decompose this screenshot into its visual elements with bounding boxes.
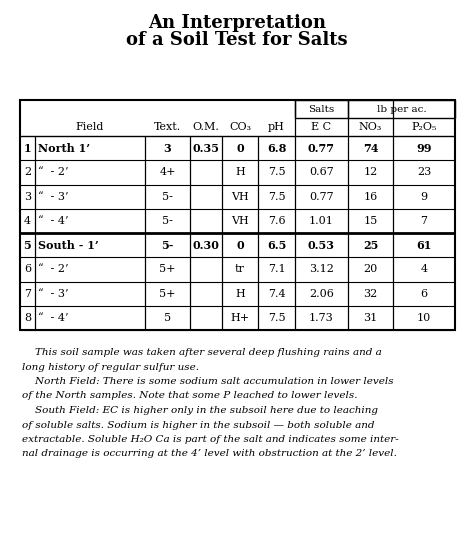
Text: South - 1’: South - 1’	[38, 240, 99, 251]
Text: “  - 4’: “ - 4’	[38, 313, 69, 323]
Text: 3: 3	[24, 192, 31, 202]
Text: “  - 4’: “ - 4’	[38, 216, 69, 226]
Text: 2: 2	[24, 167, 31, 177]
Text: North Field: There is some sodium salt accumulation in lower levels: North Field: There is some sodium salt a…	[22, 377, 393, 386]
Text: 25: 25	[363, 240, 378, 251]
Text: 8: 8	[24, 313, 31, 323]
Text: tr: tr	[235, 264, 245, 274]
Text: “  - 2’: “ - 2’	[38, 264, 69, 274]
Text: 1.01: 1.01	[309, 216, 334, 226]
Text: 12: 12	[364, 167, 378, 177]
Text: 7.1: 7.1	[268, 264, 285, 274]
Text: 5: 5	[164, 313, 171, 323]
Text: of a Soil Test for Salts: of a Soil Test for Salts	[126, 31, 348, 49]
Text: nal drainage is occurring at the 4’ level with obstruction at the 2’ level.: nal drainage is occurring at the 4’ leve…	[22, 450, 397, 458]
Text: H: H	[235, 167, 245, 177]
Text: 0.35: 0.35	[192, 143, 219, 154]
Text: 10: 10	[417, 313, 431, 323]
Bar	[295, 100, 455, 118]
Text: North 1’: North 1’	[38, 143, 90, 154]
Text: extractable. Soluble H₂O Ca is part of the salt and indicates some inter-: extractable. Soluble H₂O Ca is part of t…	[22, 435, 399, 444]
Text: 4: 4	[420, 264, 428, 274]
Text: “  - 2’: “ - 2’	[38, 167, 69, 177]
Text: This soil sample was taken after several deep flushing rains and a: This soil sample was taken after several…	[22, 348, 382, 357]
Text: 7.4: 7.4	[268, 288, 285, 299]
Text: 0.77: 0.77	[309, 192, 334, 202]
Text: 5-: 5-	[162, 216, 173, 226]
Text: 4: 4	[24, 216, 31, 226]
Text: An Interpretation: An Interpretation	[148, 14, 326, 32]
Text: 7.5: 7.5	[268, 192, 285, 202]
Text: 7: 7	[420, 216, 428, 226]
Text: 23: 23	[417, 167, 431, 177]
Text: H: H	[235, 288, 245, 299]
Text: long history of regular sulfur use.: long history of regular sulfur use.	[22, 362, 199, 371]
Text: 7: 7	[24, 288, 31, 299]
Text: 6: 6	[420, 288, 428, 299]
Text: 5+: 5+	[159, 288, 176, 299]
Text: 5-: 5-	[162, 192, 173, 202]
Text: 31: 31	[364, 313, 378, 323]
Text: South Field: EC is higher only in the subsoil here due to leaching: South Field: EC is higher only in the su…	[22, 406, 378, 415]
Text: P₂O₅: P₂O₅	[411, 122, 437, 132]
Text: of soluble salts. Sodium is higher in the subsoil — both soluble and: of soluble salts. Sodium is higher in th…	[22, 421, 374, 429]
Text: Text.: Text.	[154, 122, 181, 132]
Text: 74: 74	[363, 143, 378, 154]
Text: O.M.: O.M.	[192, 122, 219, 132]
Text: lb per ac.: lb per ac.	[377, 105, 426, 114]
Text: 0.53: 0.53	[308, 240, 335, 251]
Text: NO₃: NO₃	[359, 122, 382, 132]
Text: 5: 5	[24, 240, 31, 251]
Text: 5+: 5+	[159, 264, 176, 274]
Text: 6: 6	[24, 264, 31, 274]
Text: 0.30: 0.30	[192, 240, 219, 251]
Text: VH: VH	[231, 216, 249, 226]
Text: 0.77: 0.77	[308, 143, 335, 154]
Text: pH: pH	[268, 122, 285, 132]
Text: 0: 0	[236, 143, 244, 154]
Text: 3: 3	[164, 143, 172, 154]
Text: 9: 9	[420, 192, 428, 202]
Text: “  - 3’: “ - 3’	[38, 288, 69, 299]
Text: 1.73: 1.73	[309, 313, 334, 323]
Text: 20: 20	[364, 264, 378, 274]
Text: 2.06: 2.06	[309, 288, 334, 299]
Text: Salts: Salts	[309, 105, 335, 114]
Text: 7.5: 7.5	[268, 313, 285, 323]
Text: VH: VH	[231, 192, 249, 202]
Bar	[20, 100, 455, 330]
Text: 61: 61	[416, 240, 432, 251]
Text: H+: H+	[230, 313, 250, 323]
Text: 7.5: 7.5	[268, 167, 285, 177]
Text: 6.8: 6.8	[267, 143, 286, 154]
Text: 4+: 4+	[159, 167, 176, 177]
Text: Field: Field	[76, 122, 104, 132]
Text: 5-: 5-	[161, 240, 173, 251]
Text: of the North samples. Note that some P leached to lower levels.: of the North samples. Note that some P l…	[22, 391, 357, 400]
Text: 15: 15	[364, 216, 378, 226]
Text: 99: 99	[416, 143, 432, 154]
Text: “  - 3’: “ - 3’	[38, 192, 69, 202]
Text: CO₃: CO₃	[229, 122, 251, 132]
Text: 0: 0	[236, 240, 244, 251]
Text: 16: 16	[364, 192, 378, 202]
Text: E C: E C	[311, 122, 331, 132]
Text: 3.12: 3.12	[309, 264, 334, 274]
Text: 32: 32	[364, 288, 378, 299]
Text: 1: 1	[24, 143, 31, 154]
Text: 7.6: 7.6	[268, 216, 285, 226]
Text: 6.5: 6.5	[267, 240, 286, 251]
Text: 0.67: 0.67	[309, 167, 334, 177]
